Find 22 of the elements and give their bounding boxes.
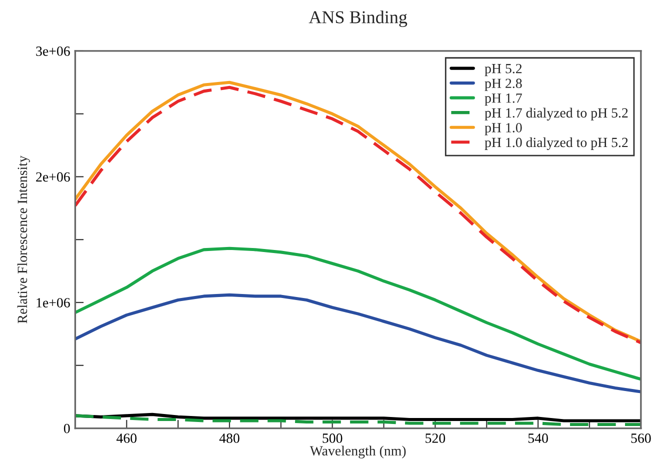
x-axis-title: Wavelength (nm) xyxy=(310,446,406,458)
legend-label: pH 1.0 dialyzed to pH 5.2 xyxy=(484,137,628,150)
x-tick-label: 500 xyxy=(322,434,342,443)
chart-title: ANS Binding xyxy=(308,10,408,28)
x-tick-label: 480 xyxy=(219,434,240,443)
x-tick-label: 560 xyxy=(631,434,651,443)
x-tick-label: 520 xyxy=(426,434,446,443)
x-tick-label: 540 xyxy=(528,434,548,443)
line-series xyxy=(75,414,641,426)
legend-label: pH 1.0 xyxy=(484,123,522,136)
y-tick-label: 2e+06 xyxy=(36,172,70,182)
legend-label: pH 2.8 xyxy=(484,78,522,91)
legend-label: pH 1.7 xyxy=(484,94,522,106)
line-series xyxy=(75,293,641,394)
y-tick-label: 0 xyxy=(64,424,70,434)
y-tick-label: 3e+06 xyxy=(36,46,70,56)
y-axis-title: Relative Florescence Intensity xyxy=(17,156,30,324)
x-tick-label: 460 xyxy=(116,434,137,443)
y-tick-label: 1e+06 xyxy=(36,298,70,308)
line-series xyxy=(75,246,641,381)
legend-label: pH 5.2 xyxy=(484,64,522,76)
legend-label: pH 1.7 dialyzed to pH 5.2 xyxy=(484,108,628,120)
